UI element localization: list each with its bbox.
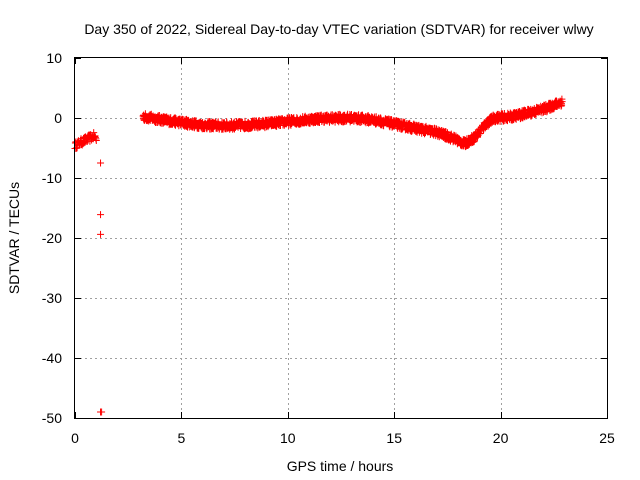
data-points bbox=[71, 95, 566, 416]
y-tick-label: -40 bbox=[42, 350, 62, 366]
chart-title: Day 350 of 2022, Sidereal Day-to-day VTE… bbox=[84, 21, 593, 37]
y-tick-label: 10 bbox=[46, 50, 62, 66]
outlier-point bbox=[98, 408, 106, 416]
y-tick-label: -50 bbox=[42, 410, 62, 426]
x-tick-label: 15 bbox=[386, 430, 402, 446]
x-tick-label: 5 bbox=[178, 430, 186, 446]
y-tick-label: 0 bbox=[54, 110, 62, 126]
outlier-point bbox=[97, 230, 105, 238]
axis-ticks bbox=[75, 58, 608, 419]
outlier-point bbox=[97, 159, 105, 167]
x-tick-label: 10 bbox=[280, 430, 296, 446]
y-tick-label: -10 bbox=[42, 170, 62, 186]
y-axis-label: SDTVAR / TECUs bbox=[6, 182, 22, 294]
outlier-point bbox=[97, 211, 105, 219]
y-tick-label: -30 bbox=[42, 290, 62, 306]
x-tick-label: 25 bbox=[599, 430, 615, 446]
series-points bbox=[71, 95, 566, 152]
y-tick-label: -20 bbox=[42, 230, 62, 246]
x-axis-label: GPS time / hours bbox=[287, 458, 394, 474]
x-tick-labels: 0 5 10 15 20 25 bbox=[71, 430, 615, 446]
x-tick-label: 0 bbox=[71, 430, 79, 446]
y-tick-labels: 10 0 -10 -20 -30 -40 -50 bbox=[42, 50, 62, 426]
x-tick-label: 20 bbox=[493, 430, 509, 446]
plot-frame bbox=[74, 57, 608, 419]
